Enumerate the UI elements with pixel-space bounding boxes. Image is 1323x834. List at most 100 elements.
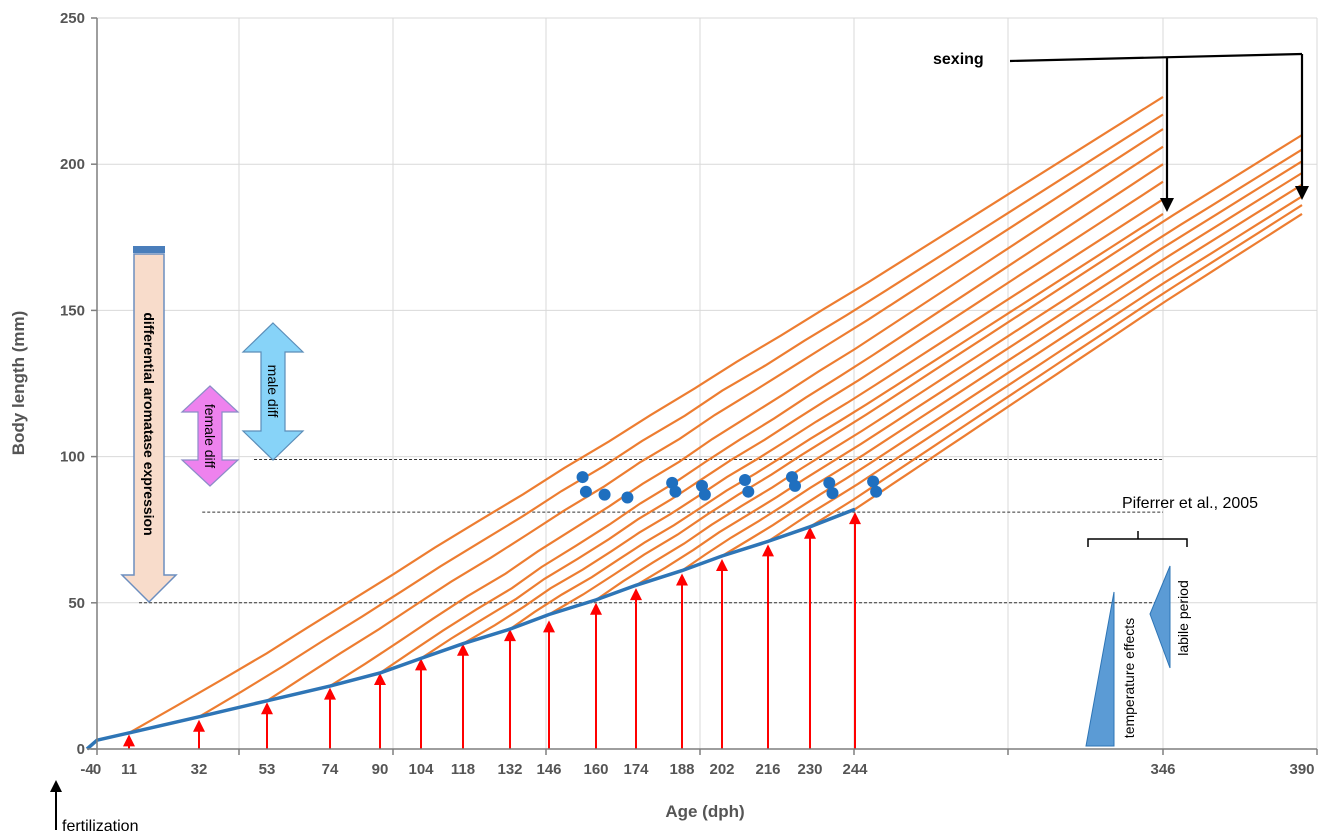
growth-line bbox=[595, 148, 1303, 601]
aromatase-expression-arrow: differential aromatase expression bbox=[120, 246, 178, 604]
sampling-arrows bbox=[123, 512, 861, 749]
sampling-arrow-head bbox=[630, 588, 642, 601]
growth-line bbox=[809, 204, 1303, 528]
x-tick-label: 104 bbox=[408, 761, 434, 778]
data-point bbox=[579, 485, 592, 498]
temperature-effects-label: temperature effects bbox=[1121, 618, 1137, 738]
sampling-arrow-head bbox=[374, 672, 386, 685]
female-diff-arrow: female diff bbox=[180, 385, 240, 487]
chart-grid bbox=[97, 17, 1318, 749]
temperature-effects-triangle bbox=[1085, 591, 1115, 747]
y-axis-title: Body length (mm) bbox=[9, 311, 28, 456]
x-tick-label: 174 bbox=[623, 761, 649, 778]
x-tick-label: 53 bbox=[259, 761, 276, 778]
growth-line bbox=[767, 195, 1303, 543]
male-diff-label: male diff bbox=[265, 365, 281, 418]
sampling-arrow-head bbox=[324, 687, 336, 700]
x-tick-label: 0 bbox=[93, 761, 101, 778]
data-point bbox=[870, 485, 883, 498]
fertilization-label: fertilization bbox=[62, 818, 138, 834]
data-point bbox=[621, 491, 634, 504]
x-tick-label: 74 bbox=[322, 761, 339, 778]
x-tick-label: 90 bbox=[372, 761, 389, 778]
data-point bbox=[789, 479, 801, 492]
data-point bbox=[742, 485, 755, 498]
sampling-arrow-head bbox=[415, 658, 427, 671]
growth-line bbox=[266, 128, 1164, 702]
growth-line bbox=[329, 145, 1164, 688]
y-tick-label: 50 bbox=[68, 595, 85, 612]
sampling-arrow-head bbox=[123, 734, 135, 747]
growth-line bbox=[721, 183, 1303, 557]
sampling-arrow-head bbox=[849, 512, 861, 525]
x-tick-label: 132 bbox=[497, 761, 522, 778]
threshold-lines bbox=[139, 459, 1163, 604]
y-tick-label: 200 bbox=[60, 156, 85, 173]
sampling-arrow-head bbox=[804, 526, 816, 539]
x-tick-label: -4 bbox=[80, 761, 94, 778]
sexing-arrows bbox=[1009, 52, 1304, 200]
x-tick-label: 32 bbox=[191, 761, 208, 778]
data-point bbox=[823, 476, 836, 489]
growth-line bbox=[509, 212, 1164, 631]
x-tick-label: 11 bbox=[121, 761, 137, 778]
sampling-arrow-head bbox=[261, 702, 273, 715]
sexing-arrowhead-1 bbox=[1160, 198, 1174, 212]
labile-period-label: labile period bbox=[1175, 580, 1191, 656]
x-tick-label: 216 bbox=[755, 761, 780, 778]
y-tick-label: 250 bbox=[60, 10, 85, 27]
data-point bbox=[739, 473, 751, 486]
sampling-arrow-head bbox=[504, 629, 516, 642]
data-point bbox=[867, 475, 880, 488]
growth-line bbox=[128, 95, 1164, 734]
growth-line bbox=[681, 172, 1303, 572]
x-tick-label: 146 bbox=[536, 761, 561, 778]
x-axis-title: Age (dph) bbox=[665, 802, 744, 821]
male-diff-arrow: male diff bbox=[241, 322, 305, 461]
x-tick-label: 118 bbox=[451, 761, 475, 778]
labile-period-triangle bbox=[1149, 565, 1171, 669]
growth-line bbox=[198, 113, 1164, 718]
sexing-arrowhead-2 bbox=[1295, 186, 1309, 200]
y-tick-label: 150 bbox=[60, 302, 85, 319]
fertilization-arrow bbox=[50, 780, 62, 830]
growth-lines bbox=[128, 95, 1303, 734]
growth-line bbox=[854, 212, 1303, 511]
base-curve-line bbox=[85, 507, 856, 751]
data-point bbox=[826, 487, 839, 500]
growth-line bbox=[379, 163, 1164, 674]
growth-line bbox=[462, 198, 1164, 645]
data-point bbox=[698, 488, 711, 501]
sampling-arrow-head bbox=[676, 573, 688, 586]
x-tick-label: 346 bbox=[1150, 761, 1175, 778]
y-tick-label: 0 bbox=[77, 741, 85, 758]
growth-line bbox=[548, 134, 1303, 616]
reference-brace bbox=[1087, 531, 1188, 547]
data-point bbox=[576, 471, 589, 484]
sampling-arrow-head bbox=[590, 602, 602, 615]
reference-label: Piferrer et al., 2005 bbox=[1122, 495, 1258, 512]
growth-line bbox=[420, 180, 1164, 660]
x-tick-label: 390 bbox=[1289, 761, 1314, 778]
female-diff-label: female diff bbox=[202, 404, 218, 468]
sampling-arrow-head bbox=[457, 643, 469, 656]
x-tick-label: 188 bbox=[669, 761, 694, 778]
data-points bbox=[576, 471, 883, 504]
y-tick-label: 100 bbox=[60, 449, 85, 466]
growth-line bbox=[635, 160, 1303, 587]
axes bbox=[87, 17, 1318, 755]
sampling-arrow-head bbox=[716, 558, 728, 571]
base-growth-curve bbox=[85, 507, 856, 751]
x-tick-label: 230 bbox=[797, 761, 822, 778]
sampling-arrow-head bbox=[543, 620, 555, 633]
sexing-label: sexing bbox=[933, 51, 984, 68]
x-tick-label: 244 bbox=[842, 761, 868, 778]
data-point bbox=[598, 488, 611, 501]
data-point bbox=[669, 485, 682, 498]
sampling-arrow-head bbox=[762, 544, 774, 557]
x-tick-label: 160 bbox=[583, 761, 608, 778]
sampling-arrow-head bbox=[193, 719, 205, 732]
x-tick-label: 202 bbox=[709, 761, 734, 778]
